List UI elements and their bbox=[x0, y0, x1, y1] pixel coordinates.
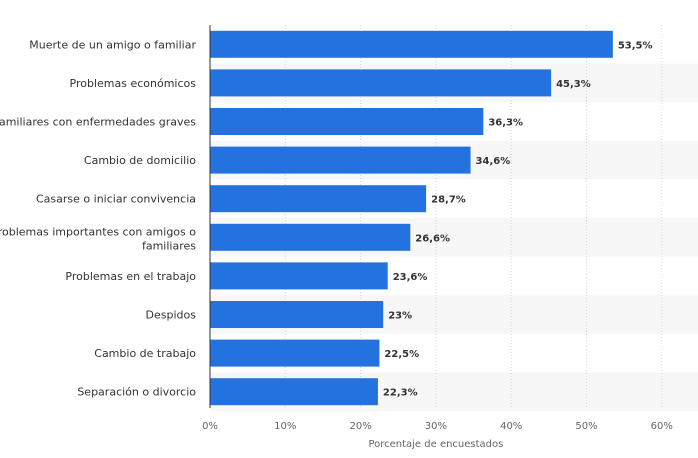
bar bbox=[210, 69, 552, 97]
category-label: Familiares con enfermedades graves bbox=[0, 116, 196, 129]
bar bbox=[210, 108, 484, 135]
category-label: Cambio de trabajo bbox=[94, 347, 196, 360]
x-tick-label: 0% bbox=[202, 421, 218, 432]
value-labels: 53,5% 45,3% 36,3% 34,6% 28,7% 26,6% 23,6% 23% 22… bbox=[383, 40, 653, 398]
bar bbox=[210, 185, 427, 213]
value-label: 36,3% bbox=[488, 118, 523, 129]
x-tick-label: 20% bbox=[349, 421, 371, 432]
value-label: 23,6% bbox=[393, 272, 428, 283]
category-label: Cambio de domicilio bbox=[84, 154, 196, 167]
bar bbox=[210, 262, 388, 290]
value-label: 28,7% bbox=[431, 195, 466, 206]
x-axis-title: Porcentaje de encuestados bbox=[368, 439, 503, 450]
x-tick-labels: 0% 10% 20% 30% 40% 50% 60% bbox=[202, 421, 673, 432]
value-label: 34,6% bbox=[476, 156, 511, 167]
value-label: 53,5% bbox=[618, 40, 653, 51]
category-labels: Muerte de un amigo o familiar Problemas e… bbox=[0, 38, 196, 398]
category-label: Problemas importantes con amigos o famili… bbox=[0, 225, 196, 252]
x-tick-label: 60% bbox=[651, 421, 673, 432]
category-label: Despidos bbox=[146, 309, 197, 322]
bar bbox=[210, 146, 471, 174]
category-label: Casarse o iniciar convivencia bbox=[36, 193, 196, 206]
bar bbox=[210, 378, 378, 406]
category-label: Muerte de un amigo o familiar bbox=[29, 38, 196, 51]
bar bbox=[210, 223, 411, 251]
bar bbox=[210, 30, 613, 58]
bar bbox=[210, 301, 384, 328]
category-label: Problemas en el trabajo bbox=[65, 270, 196, 283]
category-label: Separación o divorcio bbox=[77, 386, 196, 399]
value-label: 26,6% bbox=[415, 233, 450, 244]
value-label: 23% bbox=[388, 311, 412, 322]
bar bbox=[210, 339, 380, 367]
value-label: 22,3% bbox=[383, 388, 418, 399]
x-tick-label: 30% bbox=[425, 421, 447, 432]
x-tick-label: 50% bbox=[575, 421, 597, 432]
category-label: Problemas económicos bbox=[70, 77, 197, 90]
value-label: 45,3% bbox=[556, 79, 591, 90]
value-label: 22,5% bbox=[384, 349, 419, 360]
bar-series bbox=[210, 30, 613, 406]
x-tick-label: 10% bbox=[274, 421, 296, 432]
x-tick-label: 40% bbox=[500, 421, 522, 432]
